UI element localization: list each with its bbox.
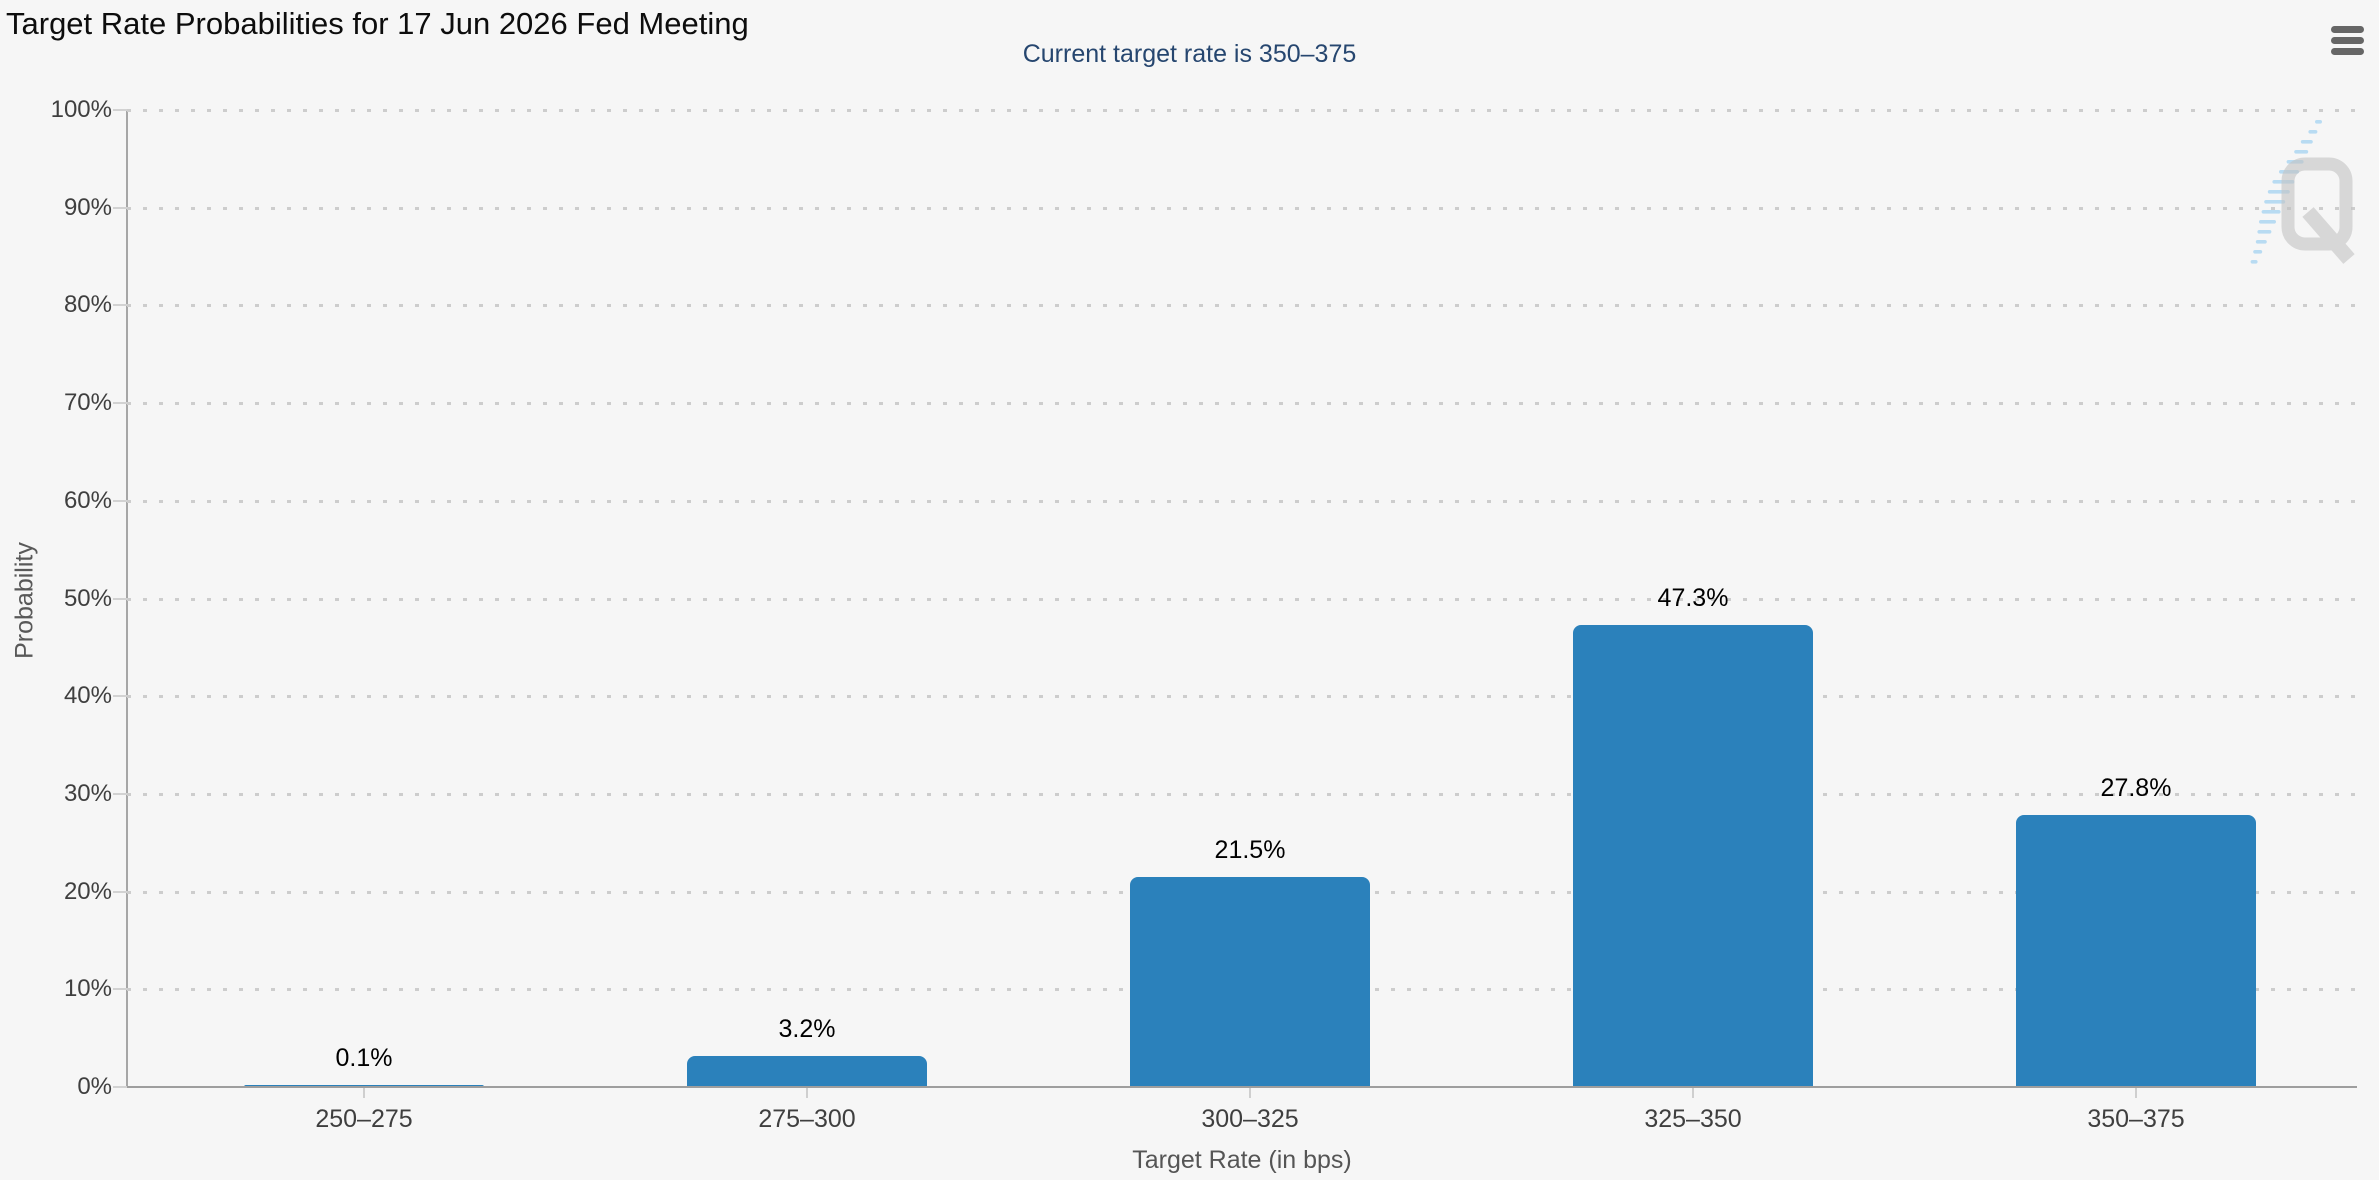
quikstrike-q-icon — [2250, 120, 2355, 264]
x-axis-tick — [363, 1087, 365, 1098]
grid-line — [127, 695, 2357, 699]
y-tick-label: 50% — [63, 584, 112, 612]
y-axis-tick — [113, 499, 127, 502]
grid-line — [127, 597, 2357, 601]
chart-title: Target Rate Probabilities for 17 Jun 202… — [6, 6, 749, 41]
chart-subtitle: Current target rate is 350–375 — [1022, 40, 1357, 68]
bar-350–375[interactable] — [2016, 815, 2256, 1087]
y-axis-title: Probability — [10, 542, 39, 659]
y-tick-label: 30% — [63, 779, 112, 807]
y-tick-label: 0% — [77, 1073, 112, 1100]
grid-line — [127, 304, 2357, 308]
y-tick-label: 70% — [63, 389, 112, 417]
y-tick-label: 100% — [50, 96, 112, 123]
y-axis-tick — [113, 304, 127, 307]
y-axis-tick — [113, 206, 127, 209]
x-axis-title: Target Rate (in bps) — [1132, 1146, 1352, 1174]
bar-value-label: 27.8% — [2100, 774, 2172, 803]
x-axis-tick — [1249, 1087, 1251, 1098]
bar-300–325[interactable] — [1130, 876, 1370, 1087]
chart-context-menu-button[interactable] — [2329, 20, 2367, 61]
grid-line — [127, 402, 2357, 406]
y-tick-label: 20% — [63, 877, 112, 905]
y-tick-label: 60% — [63, 486, 112, 514]
y-axis-tick — [113, 890, 127, 893]
y-axis-tick — [113, 109, 127, 111]
x-tick-label: 350–375 — [2087, 1105, 2185, 1133]
y-tick-label: 80% — [63, 291, 112, 319]
bar-275–300[interactable] — [687, 1055, 927, 1087]
x-axis-tick — [1692, 1087, 1694, 1098]
grid-line — [127, 499, 2357, 503]
bar-value-label: 3.2% — [778, 1014, 836, 1043]
y-axis-tick — [113, 695, 127, 698]
y-axis-tick — [113, 597, 127, 600]
grid-line — [127, 206, 2357, 210]
hamburger-icon — [2331, 26, 2365, 55]
x-tick-label: 300–325 — [1201, 1105, 1299, 1133]
y-axis-tick — [113, 402, 127, 405]
x-tick-label: 275–300 — [758, 1105, 856, 1133]
bar-value-label: 47.3% — [1657, 583, 1729, 612]
x-axis-tick — [806, 1087, 808, 1098]
x-axis-line — [127, 1086, 2357, 1088]
x-axis-tick — [2135, 1087, 2137, 1098]
x-tick-label: 325–350 — [1644, 1105, 1742, 1133]
bar-value-label: 0.1% — [335, 1044, 393, 1072]
x-tick-label: 250–275 — [315, 1105, 413, 1133]
y-tick-label: 10% — [63, 975, 112, 1003]
bar-value-label: 21.5% — [1214, 835, 1286, 864]
y-axis-tick — [113, 792, 127, 795]
y-axis-tick — [113, 1086, 127, 1088]
bar-325–350[interactable] — [1573, 624, 1813, 1087]
grid-line — [127, 109, 2357, 112]
y-tick-label: 40% — [63, 682, 112, 710]
y-axis-tick — [113, 988, 127, 991]
grid-line — [127, 792, 2357, 796]
y-tick-label: 90% — [63, 193, 112, 221]
